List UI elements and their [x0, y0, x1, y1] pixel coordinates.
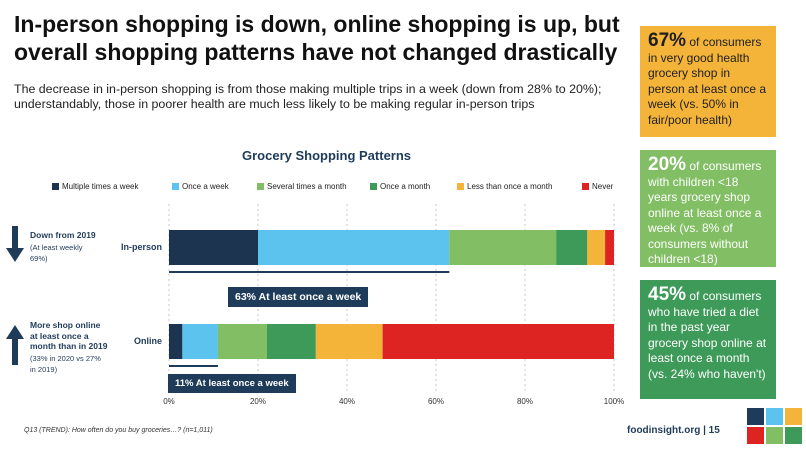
legend-swatch	[582, 183, 589, 190]
summary-online: 11% At least once a week	[168, 374, 296, 393]
down-arrow-icon	[6, 226, 24, 262]
legend-label: Multiple times a week	[62, 182, 139, 191]
brand-url: foodinsight.org | 15	[627, 425, 720, 436]
side-note-in-person: Down from 2019 (At least weekly 69%)	[30, 230, 98, 265]
bar-segment	[217, 324, 267, 359]
legend-label: Once a week	[182, 182, 229, 191]
bar-segment	[169, 230, 258, 265]
bar-segment	[266, 324, 316, 359]
bar-segment	[556, 230, 588, 265]
legend-swatch	[257, 183, 264, 190]
ific-logo	[747, 408, 803, 446]
legend-label: Never	[592, 182, 614, 191]
x-tick-label: 80%	[517, 397, 533, 406]
legend-label: Less than once a month	[467, 182, 553, 191]
row-label-in-person: In-person	[120, 242, 162, 252]
bar-segment	[587, 230, 606, 265]
callout-text: of consumers with children <18 years gro…	[648, 159, 762, 266]
legend-swatch	[52, 183, 59, 190]
callout-text: of consumers in very good health grocery…	[648, 35, 767, 127]
side-note-detail: (At least weekly 69%)	[30, 242, 83, 264]
legend-swatch	[172, 183, 179, 190]
side-note-online: More shop online at least once a month t…	[30, 320, 108, 376]
bar-segment	[169, 324, 183, 359]
x-tick-label: 100%	[604, 397, 624, 406]
callout-text: of consumers who have tried a diet in th…	[648, 289, 767, 381]
side-note-main: Down from 2019	[30, 230, 96, 240]
x-tick-label: 40%	[339, 397, 355, 406]
x-tick-label: 60%	[428, 397, 444, 406]
page-title: In-person shopping is down, online shopp…	[14, 11, 620, 65]
bar-segment	[382, 324, 614, 359]
bar-segment	[605, 230, 614, 265]
callout-value: 45%	[648, 284, 687, 305]
bar-segment	[182, 324, 218, 359]
legend-label: Once a month	[380, 182, 431, 191]
x-tick-label: 0%	[163, 397, 175, 406]
callout-diet: 45% of consumers who have tried a diet i…	[640, 280, 776, 399]
chart-title: Grocery Shopping Patterns	[242, 148, 412, 163]
bar-segment	[315, 324, 383, 359]
callout-health: 67% of consumers in very good health gro…	[640, 26, 776, 137]
up-arrow-icon	[6, 325, 24, 365]
summary-in-person: 63% At least once a week	[228, 287, 369, 307]
bar-segment	[449, 230, 557, 265]
bar-segment	[258, 230, 450, 265]
row-label-online: Online	[133, 336, 162, 346]
legend-item: Less than once a month	[457, 182, 552, 191]
callout-value: 20%	[648, 154, 687, 175]
chart-legend: Multiple times a week Once a week Several …	[52, 182, 622, 194]
legend-swatch	[457, 183, 464, 190]
legend-item: Multiple times a week	[52, 182, 138, 191]
legend-item: Once a month	[370, 182, 430, 191]
legend-item: Once a week	[172, 182, 229, 191]
callout-value: 67%	[648, 30, 687, 51]
footnote: Q13 (TREND): How often do you buy grocer…	[24, 427, 213, 434]
legend-item: Several times a month	[257, 182, 347, 191]
legend-item: Never	[582, 182, 613, 191]
legend-label: Several times a month	[267, 182, 347, 191]
callout-children: 20% of consumers with children <18 years…	[640, 150, 776, 267]
legend-swatch	[370, 183, 377, 190]
side-note-main: More shop online at least once a month t…	[30, 320, 108, 351]
page-subtitle: The decrease in in-person shopping is fr…	[14, 82, 602, 111]
x-tick-label: 20%	[250, 397, 266, 406]
side-note-detail: (33% in 2020 vs 27% in 2019)	[30, 353, 101, 375]
